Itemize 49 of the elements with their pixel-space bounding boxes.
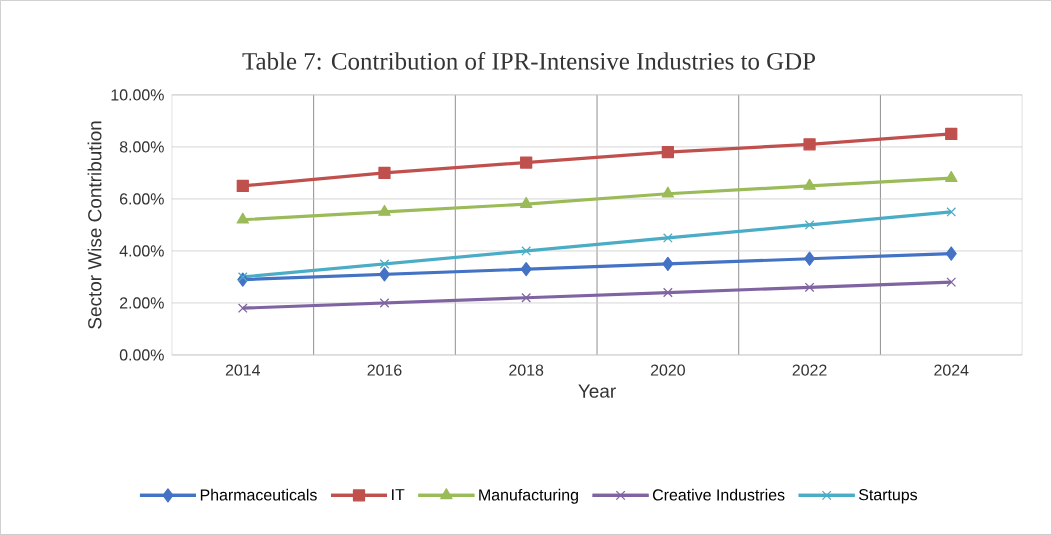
y-axis-title: Sector Wise Contribution [87, 121, 102, 329]
x-axis-title: Year [578, 384, 616, 398]
point [379, 298, 390, 308]
legend-label: Pharmaceuticals [200, 488, 317, 501]
point [521, 292, 532, 303]
point [945, 246, 957, 261]
y-tick-label: 8.00% [119, 141, 164, 153]
x-tick-label: 2016 [367, 364, 402, 376]
legend-label: Startups [858, 489, 918, 504]
point [661, 146, 674, 159]
x-tick-label: 2018 [509, 364, 544, 376]
point [378, 267, 390, 282]
point [378, 204, 391, 216]
point [379, 259, 390, 269]
point [662, 256, 674, 272]
y-tick-label: 2.00% [120, 297, 164, 309]
point [236, 212, 250, 224]
point [237, 272, 248, 282]
point [804, 251, 816, 266]
point [236, 179, 249, 193]
point [662, 287, 673, 298]
point [803, 178, 816, 190]
y-tick-label: 6.00% [120, 193, 164, 205]
point [237, 303, 248, 314]
x-tick-label: 2024 [934, 364, 969, 376]
legend-label: Creative Industries [652, 488, 785, 501]
point [521, 246, 532, 256]
y-tick-label: 10.00% [111, 89, 164, 101]
point [804, 282, 815, 293]
x-tick-label: 2020 [650, 364, 685, 376]
legend-label: IT [392, 489, 405, 501]
point [945, 127, 958, 141]
point [520, 156, 533, 169]
point [519, 197, 533, 209]
y-tick-label: 4.00% [119, 245, 164, 257]
point [946, 277, 957, 288]
legend-label: Manufacturing [479, 488, 578, 504]
point [944, 171, 958, 183]
x-tick-label: 2014 [225, 364, 261, 376]
chart-title: Table 7: Contribution of IPR-Intensive Industries to GDP [242, 51, 816, 70]
point [378, 166, 391, 180]
point [803, 138, 816, 151]
point [662, 233, 673, 243]
y-tick-label: 0.00% [119, 349, 164, 361]
x-tick-label: 2022 [792, 364, 827, 376]
point [946, 207, 957, 217]
point [520, 262, 532, 277]
point [661, 186, 675, 198]
point [804, 220, 815, 230]
